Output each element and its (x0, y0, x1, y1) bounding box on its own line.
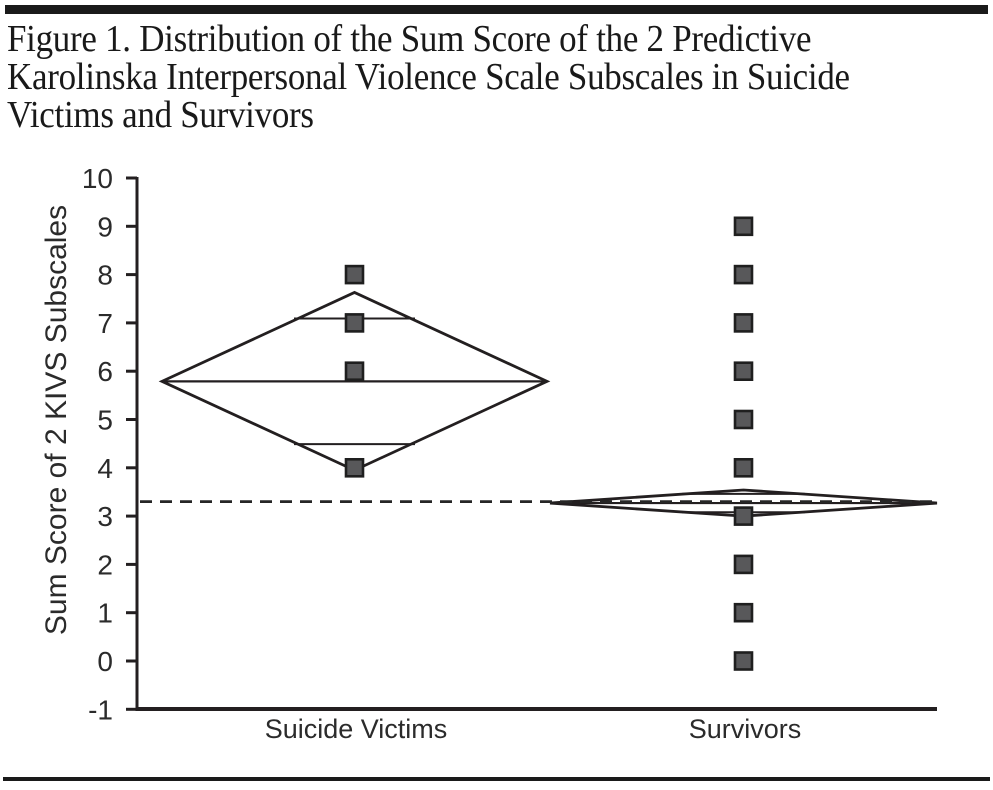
y-axis-tick-label: -1 (88, 694, 113, 725)
figure-title: Figure 1. Distribution of the Sum Score … (7, 20, 923, 134)
data-point-square (733, 409, 754, 430)
data-point-square (733, 506, 754, 526)
y-axis-tick-label: 10 (82, 163, 113, 194)
data-point-square (344, 264, 365, 285)
y-axis-tick-label: 1 (97, 598, 113, 629)
data-point-square (733, 602, 754, 623)
y-axis-tick-label: 2 (97, 549, 113, 580)
data-point-square (344, 313, 365, 333)
figure-title-line-3: Victims and Survivors (7, 94, 314, 136)
y-axis-tick-label: 9 (97, 211, 113, 242)
data-point-square (344, 457, 365, 478)
y-axis-tick-label: 5 (97, 405, 113, 436)
data-point-square (733, 264, 754, 285)
data-point-square (733, 651, 754, 671)
y-axis-tick-label: 8 (97, 260, 113, 291)
y-axis-tick-label: 4 (97, 453, 113, 484)
data-point-square (344, 361, 365, 382)
y-axis-tick-label: 0 (97, 646, 113, 677)
data-point-square (733, 457, 754, 478)
y-axis-tick-label: 7 (97, 308, 113, 339)
x-category-label-suicide-victims: Suicide Victims (264, 714, 448, 744)
data-point-square (733, 554, 754, 575)
bottom-rule (3, 777, 990, 781)
data-point-square (733, 216, 754, 237)
data-point-square (733, 313, 754, 333)
y-axis-tick-label: 6 (97, 356, 113, 387)
data-point-square (733, 361, 754, 382)
y-axis-tick-label: 3 (97, 501, 113, 532)
x-category-label-survivors: Survivors (688, 714, 802, 744)
figure-title-line-1: Figure 1. Distribution of the Sum Score … (7, 18, 812, 60)
top-rule (5, 5, 988, 14)
figure-title-line-2: Karolinska Interpersonal Violence Scale … (7, 56, 850, 98)
